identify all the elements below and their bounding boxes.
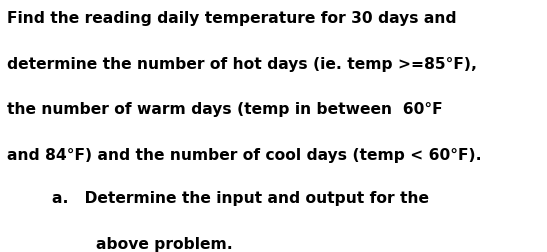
Text: a.   Determine the input and output for the: a. Determine the input and output for th… <box>52 190 429 205</box>
Text: and 84°F) and the number of cool days (temp < 60°F).: and 84°F) and the number of cool days (t… <box>7 147 481 162</box>
Text: above problem.: above problem. <box>96 236 232 250</box>
Text: determine the number of hot days (ie. temp >=85°F),: determine the number of hot days (ie. te… <box>7 57 476 72</box>
Text: the number of warm days (temp in between  60°F: the number of warm days (temp in between… <box>7 102 442 117</box>
Text: Find the reading daily temperature for 30 days and: Find the reading daily temperature for 3… <box>7 11 456 26</box>
